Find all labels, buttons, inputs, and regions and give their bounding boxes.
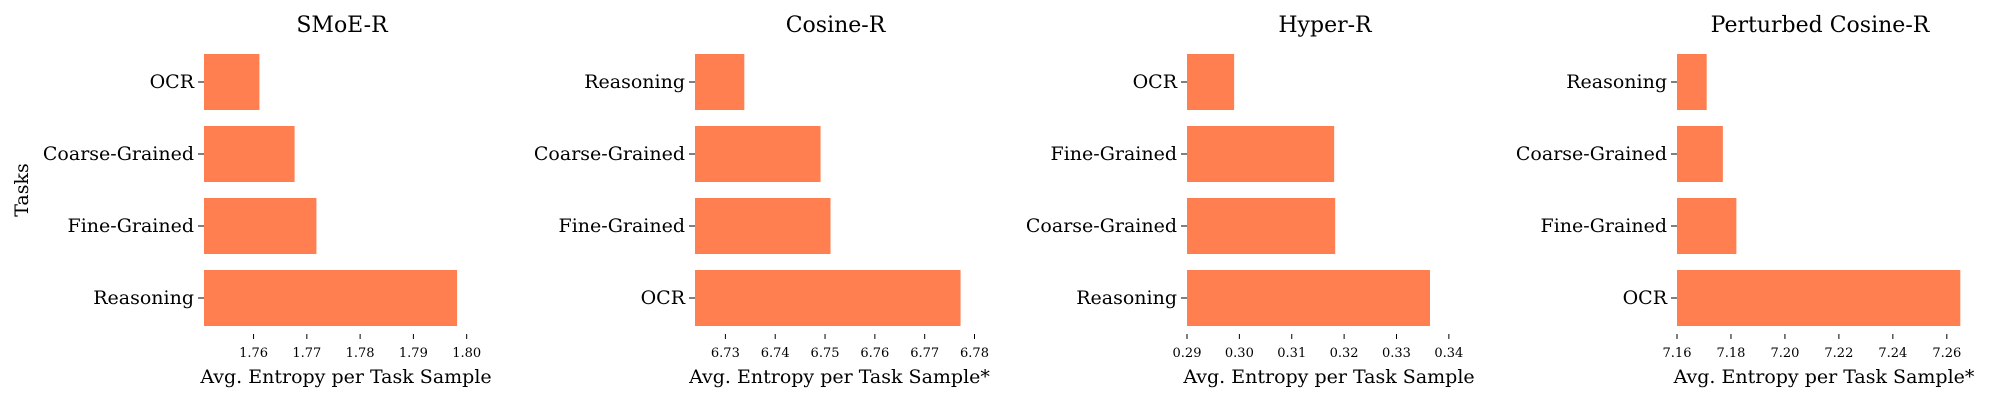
x-tick-label: 6.76 <box>860 346 889 361</box>
bar-fine-grained <box>204 198 317 254</box>
x-tick-label: 6.77 <box>910 346 939 361</box>
category-label: Fine-Grained <box>68 215 194 237</box>
category-label: Coarse-Grained <box>1516 143 1667 165</box>
category-label: Reasoning <box>1566 71 1667 93</box>
bar-reasoning <box>204 270 458 326</box>
chart-panel-2: Cosine-R Reasoning Coarse-Grained Fine-Grai… <box>534 13 991 388</box>
x-tick-label: 7.18 <box>1716 346 1745 361</box>
x-tick-label: 0.30 <box>1225 346 1254 361</box>
bar-ocr <box>204 54 260 110</box>
bar-coarse-grained <box>1187 198 1336 254</box>
x-tick-label: 1.76 <box>239 346 268 361</box>
chart-title: SMoE-R <box>296 13 389 38</box>
category-label: Fine-Grained <box>1541 215 1667 237</box>
x-axis-label: Avg. Entropy per Task Sample* <box>1673 366 1975 388</box>
chart-title: Perturbed Cosine-R <box>1711 13 1931 38</box>
x-tick-label: 7.22 <box>1824 346 1853 361</box>
bar-ocr <box>1677 270 1961 326</box>
bar-reasoning <box>695 54 745 110</box>
bar-fine-grained <box>695 198 831 254</box>
chart-panel-1: SMoE-R OCR Coarse-Grained Fine-Grained Reaso… <box>43 13 492 388</box>
x-tick-label: 6.75 <box>811 346 840 361</box>
x-tick-label: 6.78 <box>960 346 989 361</box>
category-label: Reasoning <box>93 287 194 309</box>
x-tick-label: 0.34 <box>1434 346 1463 361</box>
category-label: Coarse-Grained <box>43 143 194 165</box>
x-tick-label: 7.24 <box>1878 346 1907 361</box>
x-tick-label: 7.26 <box>1932 346 1961 361</box>
x-tick-label: 7.16 <box>1663 346 1692 361</box>
x-axis-label: Avg. Entropy per Task Sample <box>1182 366 1474 388</box>
category-label: Fine-Grained <box>1051 143 1177 165</box>
bar-fine-grained <box>1677 198 1737 254</box>
bar-reasoning <box>1677 54 1707 110</box>
x-tick-label: 1.78 <box>346 346 375 361</box>
x-axis-label: Avg. Entropy per Task Sample* <box>688 366 990 388</box>
bar-fine-grained <box>1187 126 1335 182</box>
chart-panel-3: Hyper-R OCR Fine-Grained Coarse-Grained Reas… <box>1026 13 1475 388</box>
bar-ocr <box>1187 54 1235 110</box>
chart-panel-4: Perturbed Cosine-R Reasoning Coarse-Graine… <box>1516 13 1975 388</box>
chart-title: Hyper-R <box>1278 13 1373 38</box>
category-label: Fine-Grained <box>559 215 685 237</box>
x-axis-label: Avg. Entropy per Task Sample <box>199 366 491 388</box>
category-label: Reasoning <box>1076 287 1177 309</box>
x-tick-label: 6.74 <box>761 346 790 361</box>
category-label: Coarse-Grained <box>534 143 685 165</box>
chart-title: Cosine-R <box>786 13 887 38</box>
x-tick-label: 0.32 <box>1330 346 1359 361</box>
bar-coarse-grained <box>204 126 295 182</box>
category-label: OCR <box>1133 71 1178 93</box>
x-tick-label: 1.77 <box>292 346 321 361</box>
bar-coarse-grained <box>695 126 821 182</box>
category-label: Coarse-Grained <box>1026 215 1177 237</box>
x-tick-label: 1.80 <box>452 346 481 361</box>
bar-reasoning <box>1187 270 1431 326</box>
category-label: OCR <box>641 287 686 309</box>
bar-coarse-grained <box>1677 126 1723 182</box>
x-tick-label: 6.73 <box>711 346 740 361</box>
bar-ocr <box>695 270 961 326</box>
category-label: OCR <box>1623 287 1668 309</box>
y-axis-label: Tasks <box>11 163 33 217</box>
x-tick-label: 1.79 <box>399 346 428 361</box>
x-tick-label: 0.31 <box>1277 346 1306 361</box>
category-label: OCR <box>150 71 195 93</box>
x-tick-label: 0.33 <box>1382 346 1411 361</box>
category-label: Reasoning <box>584 71 685 93</box>
x-tick-label: 0.29 <box>1173 346 1202 361</box>
x-tick-label: 7.20 <box>1770 346 1799 361</box>
